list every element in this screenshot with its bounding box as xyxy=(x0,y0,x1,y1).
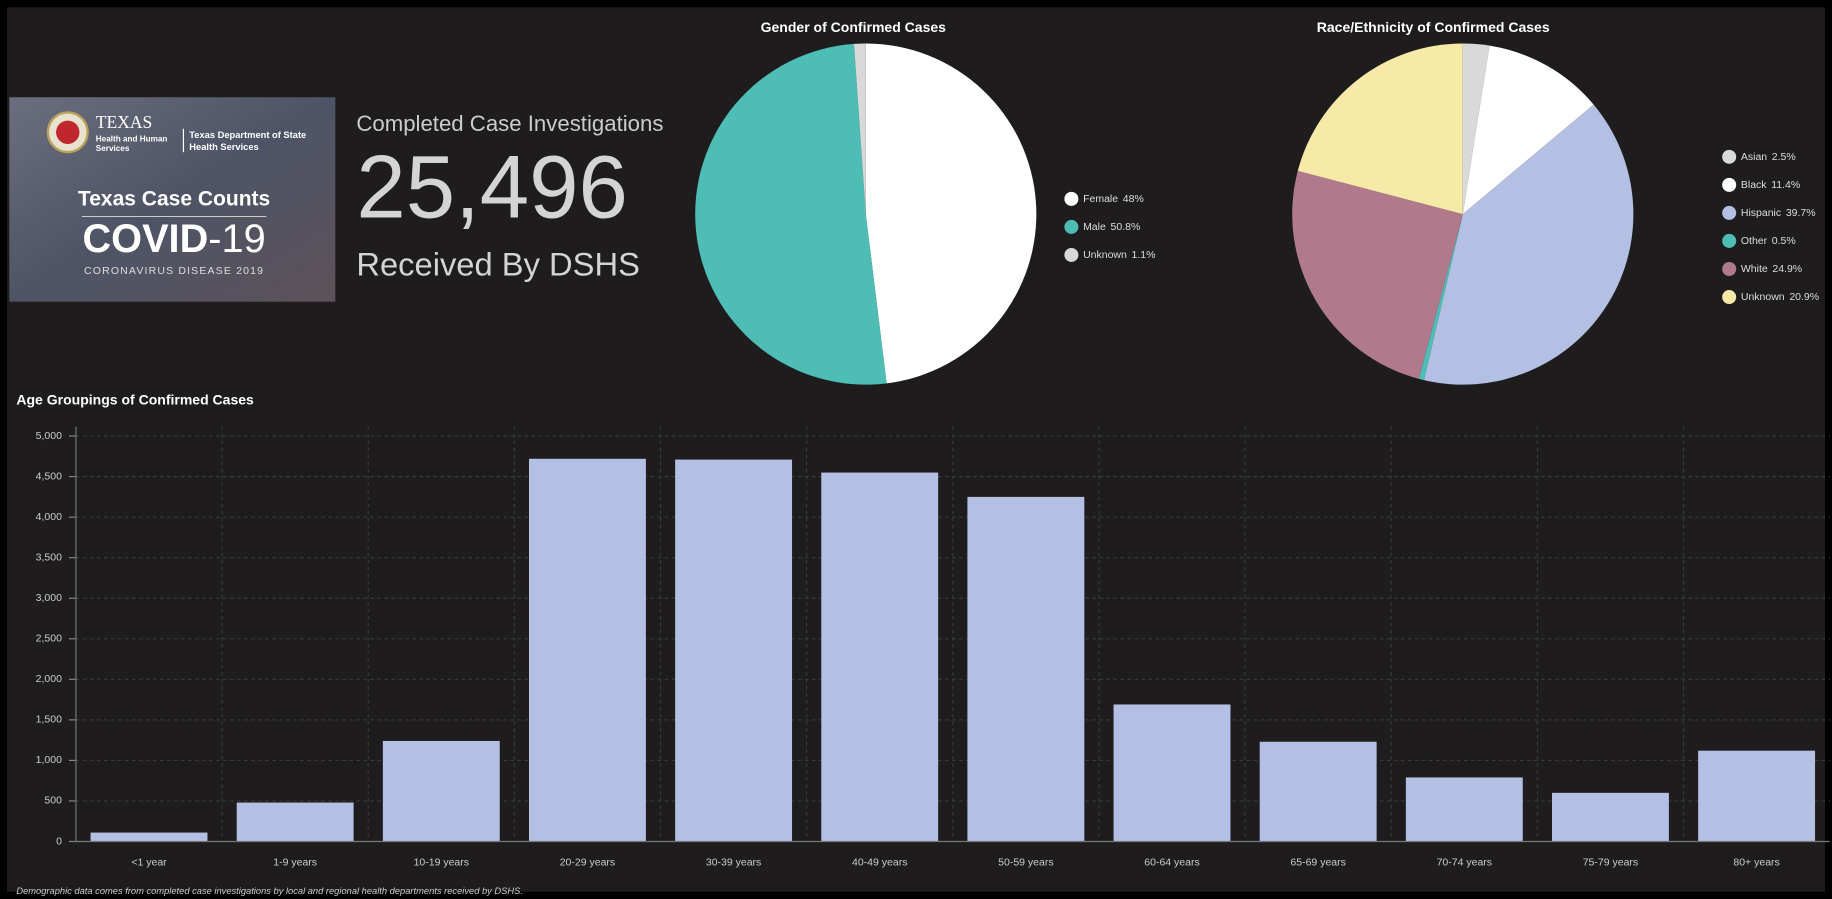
kpi: Completed Case Investigations 25,496 Rec… xyxy=(356,111,663,282)
kpi-caption: Received By DSHS xyxy=(356,245,640,282)
legend-name: Other xyxy=(1741,235,1768,247)
legend-swatch xyxy=(1722,290,1736,304)
agency-line: Services xyxy=(96,144,130,153)
bar xyxy=(1698,751,1815,842)
legend-entry: Hispanic 39.7% xyxy=(1741,207,1816,219)
legend-entry: Female 48% xyxy=(1083,193,1144,205)
banner-subtitle: CORONAVIRUS DISEASE 2019 xyxy=(84,265,264,277)
x-tick-label: 40-49 years xyxy=(852,856,907,868)
x-tick-label: 60-64 years xyxy=(1144,856,1199,868)
bar xyxy=(383,741,500,842)
covid-suffix: -19 xyxy=(208,216,265,260)
x-tick-label: 80+ years xyxy=(1733,856,1779,868)
legend-value: 24.9% xyxy=(1772,263,1802,275)
banner: TEXAS Health and Human Services Texas De… xyxy=(9,97,335,301)
bar xyxy=(821,473,938,842)
legend-name: Hispanic xyxy=(1741,207,1781,219)
legend-name: Black xyxy=(1741,179,1767,191)
legend-swatch xyxy=(1722,206,1736,220)
kpi-value: 25,496 xyxy=(356,138,628,237)
legend-swatch xyxy=(1064,220,1078,234)
chart-title: Gender of Confirmed Cases xyxy=(761,19,947,35)
y-tick-label: 1,000 xyxy=(36,754,62,766)
seal-center xyxy=(56,121,79,144)
y-tick-label: 500 xyxy=(44,795,62,807)
bar xyxy=(1260,742,1377,842)
bar xyxy=(237,803,354,842)
y-tick-label: 3,500 xyxy=(36,551,62,563)
legend-swatch xyxy=(1722,150,1736,164)
y-tick-label: 5,000 xyxy=(36,430,62,442)
legend-name: White xyxy=(1741,263,1768,275)
bar xyxy=(91,833,208,842)
covid-word: COVID xyxy=(82,216,208,260)
bar xyxy=(1406,777,1523,841)
x-tick-label: <1 year xyxy=(131,856,167,868)
dept-line: Texas Department of State xyxy=(189,130,306,140)
chart-title: Race/Ethnicity of Confirmed Cases xyxy=(1317,19,1550,35)
legend-entry: Black 11.4% xyxy=(1741,179,1800,191)
legend-entry: Male 50.8% xyxy=(1083,221,1140,233)
legend-name: Unknown xyxy=(1741,291,1785,303)
y-tick-label: 4,000 xyxy=(36,511,62,523)
x-tick-label: 30-39 years xyxy=(706,856,761,868)
legend-value: 20.9% xyxy=(1789,291,1819,303)
banner-title: Texas Case Counts xyxy=(78,188,270,211)
page: TEXAS Health and Human Services Texas De… xyxy=(0,0,1832,899)
chart-title: Age Groupings of Confirmed Cases xyxy=(16,392,254,408)
legend-name: Male xyxy=(1083,221,1106,233)
x-tick-label: 1-9 years xyxy=(273,856,317,868)
bar xyxy=(1114,704,1231,841)
y-tick-label: 4,500 xyxy=(36,470,62,482)
legend-swatch xyxy=(1064,248,1078,262)
y-tick-label: 1,500 xyxy=(36,714,62,726)
covid-title: COVID-19 xyxy=(82,216,265,260)
legend-value: 0.5% xyxy=(1772,235,1796,247)
y-tick-label: 0 xyxy=(56,835,62,847)
y-tick-label: 2,500 xyxy=(36,633,62,645)
legend-name: Female xyxy=(1083,193,1118,205)
x-tick-label: 10-19 years xyxy=(414,856,469,868)
legend-value: 50.8% xyxy=(1111,221,1141,233)
y-tick-label: 3,000 xyxy=(36,592,62,604)
legend-value: 11.4% xyxy=(1771,179,1800,191)
legend-entry: Unknown 1.1% xyxy=(1083,249,1155,261)
legend-value: 39.7% xyxy=(1786,207,1816,219)
bar xyxy=(529,459,646,842)
legend-swatch xyxy=(1064,192,1078,206)
legend-swatch xyxy=(1722,262,1736,276)
bar xyxy=(1552,793,1669,842)
legend-name: Asian xyxy=(1741,151,1767,163)
legend-swatch xyxy=(1722,178,1736,192)
bar xyxy=(967,497,1084,842)
dashboard: TEXAS Health and Human Services Texas De… xyxy=(0,0,1832,899)
y-tick-label: 2,000 xyxy=(36,673,62,685)
x-tick-label: 65-69 years xyxy=(1290,856,1345,868)
legend-value: 48% xyxy=(1123,193,1144,205)
legend-entry: White 24.9% xyxy=(1741,263,1802,275)
kpi-label: Completed Case Investigations xyxy=(356,111,663,136)
legend-entry: Unknown 20.9% xyxy=(1741,291,1819,303)
x-tick-label: 50-59 years xyxy=(998,856,1053,868)
legend-value: 1.1% xyxy=(1132,249,1156,261)
legend-swatch xyxy=(1722,234,1736,248)
agency: TEXAS xyxy=(96,112,152,132)
agency-line: Health and Human xyxy=(96,134,168,143)
x-tick-label: 70-74 years xyxy=(1437,856,1492,868)
bar xyxy=(675,460,792,842)
dept-line: Health Services xyxy=(189,142,258,152)
legend-name: Unknown xyxy=(1083,249,1127,261)
legend-value: 2.5% xyxy=(1772,151,1796,163)
footnote: Demographic data comes from completed ca… xyxy=(16,886,523,896)
x-tick-label: 20-29 years xyxy=(560,856,615,868)
x-tick-label: 75-79 years xyxy=(1583,856,1638,868)
